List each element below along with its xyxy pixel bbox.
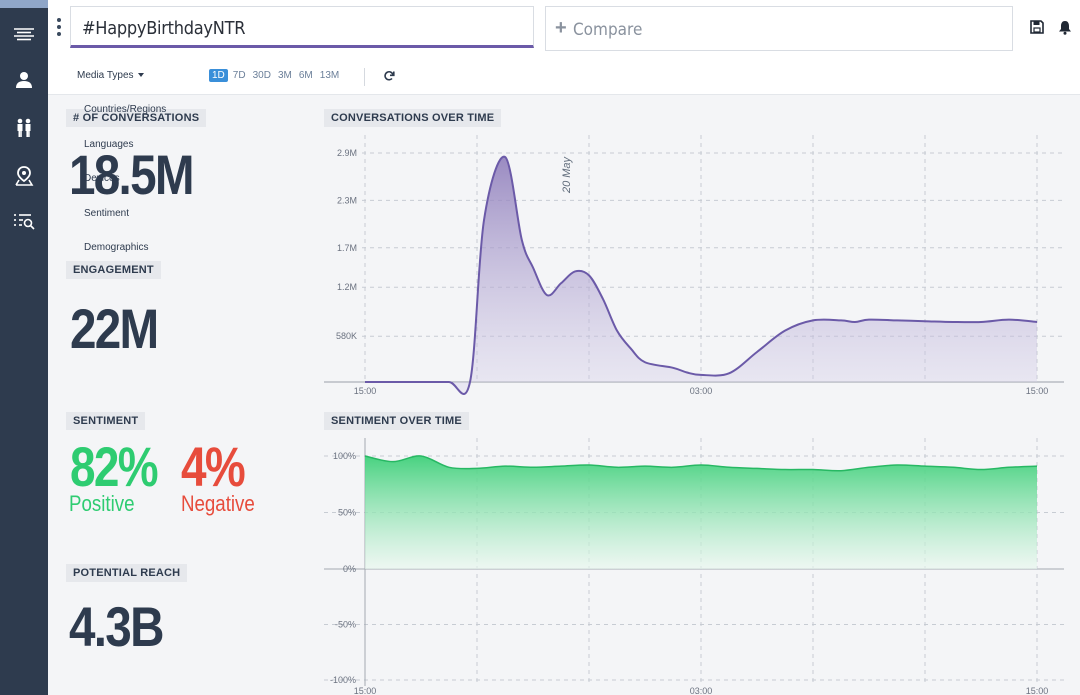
- search-input[interactable]: #HappyBirthdayNTR: [70, 6, 534, 48]
- menu-item-languages[interactable]: Languages: [84, 138, 134, 150]
- sentiment-chart: 100%50%0%-50%-100%15:00 03:00 15:00: [324, 438, 1064, 695]
- y-tick-label: 50%: [338, 508, 356, 518]
- dimension-menu: Countries/Regions Languages Devices Sent…: [84, 104, 166, 277]
- compare-label: Compare: [573, 20, 643, 40]
- sidebar-item-profile[interactable]: [0, 62, 48, 98]
- waves-icon: [14, 28, 34, 41]
- range-30d[interactable]: 30D: [252, 70, 271, 81]
- range-3m[interactable]: 3M: [277, 70, 292, 81]
- sidebar-item-explore[interactable]: [0, 204, 48, 240]
- toolbar-divider: [364, 68, 365, 86]
- compare-input[interactable]: + Compare: [545, 6, 1013, 51]
- x-tick-label: 03:00: [690, 686, 713, 695]
- positive-percent: 82%: [70, 435, 159, 498]
- refresh-icon[interactable]: [383, 70, 395, 82]
- y-tick-label: 2.3M: [337, 195, 357, 205]
- range-6m[interactable]: 6M: [298, 70, 313, 81]
- conversations-chart-title: CONVERSATIONS OVER TIME: [324, 109, 502, 127]
- time-range-selector: 1D 7D 30D 3M 6M 13M: [209, 69, 341, 82]
- range-7d[interactable]: 7D: [232, 70, 246, 81]
- x-tick-label: 15:00: [1026, 386, 1049, 396]
- menu-item-demographics[interactable]: Demographics: [84, 242, 149, 253]
- x-tick-label: 15:00: [354, 386, 377, 396]
- toolbar: Media Types 1D 7D 30D 3M 6M 13M: [48, 62, 1080, 95]
- y-tick-label: 100%: [333, 451, 356, 461]
- engagement-label: ENGAGEMENT: [66, 261, 161, 279]
- sentiment-chart-title: SENTIMENT OVER TIME: [324, 412, 469, 430]
- y-tick-label: 0%: [343, 564, 356, 574]
- conversations-value: 18.5M: [69, 143, 194, 206]
- user-icon: [16, 72, 32, 88]
- media-types-dropdown[interactable]: Media Types: [77, 70, 144, 81]
- menu-item-devices[interactable]: Devices: [84, 173, 120, 184]
- sentiment-line: [364, 455, 1038, 472]
- media-types-label: Media Types: [77, 70, 134, 81]
- bell-icon[interactable]: [1058, 20, 1072, 35]
- y-tick-label: 1.7M: [337, 243, 357, 253]
- negative-label: Negative: [181, 491, 255, 516]
- negative-percent: 4%: [181, 435, 246, 498]
- y-tick-label: 1.2M: [337, 282, 357, 292]
- conversations-chart: 580K 1.2M 1.7M 2.3M 2.9M 15:00 03:00 15:00 20 Ma…: [324, 135, 1064, 396]
- location-pin-icon: [15, 166, 34, 186]
- x-tick-label: 15:00: [1026, 686, 1049, 695]
- more-options-icon[interactable]: [54, 18, 64, 40]
- conversations-line: [365, 155, 1038, 395]
- engagement-value: 22M: [70, 297, 159, 360]
- y-tick-label: -100%: [330, 675, 356, 685]
- reach-label: POTENTIAL REACH: [66, 564, 188, 582]
- menu-item-countries[interactable]: Countries/Regions: [84, 104, 167, 115]
- header: #HappyBirthdayNTR + Compare: [48, 0, 1080, 62]
- save-icon[interactable]: [1030, 20, 1044, 34]
- y-tick-label: 580K: [336, 331, 357, 341]
- range-1d[interactable]: 1D: [209, 69, 228, 82]
- caret-down-icon: [137, 73, 144, 78]
- sidebar-item-locations[interactable]: [0, 158, 48, 194]
- conversations-label: # OF CONVERSATIONS: [66, 109, 207, 127]
- x-tick-label: 15:00: [354, 686, 377, 695]
- date-annotation: 20 May: [561, 155, 573, 194]
- y-tick-label: -50%: [335, 620, 356, 630]
- sidebar: [0, 0, 48, 695]
- sidebar-top-accent: [0, 0, 48, 8]
- sidebar-item-audience[interactable]: [0, 110, 48, 146]
- range-13m[interactable]: 13M: [319, 70, 340, 81]
- menu-item-sentiment[interactable]: Sentiment: [84, 207, 130, 219]
- search-query-text: #HappyBirthdayNTR: [82, 18, 246, 39]
- sentiment-label: SENTIMENT: [66, 412, 146, 430]
- people-icon: [17, 118, 31, 137]
- reach-value: 4.3B: [69, 595, 164, 658]
- sentiment-area: [365, 455, 1037, 569]
- sidebar-item-streams[interactable]: [0, 16, 48, 52]
- positive-label: Positive: [69, 491, 135, 516]
- plus-icon: +: [555, 17, 567, 39]
- conversations-area: [365, 156, 1037, 394]
- list-search-icon: [14, 214, 35, 230]
- x-tick-label: 03:00: [690, 386, 713, 396]
- y-tick-label: 2.9M: [337, 148, 357, 158]
